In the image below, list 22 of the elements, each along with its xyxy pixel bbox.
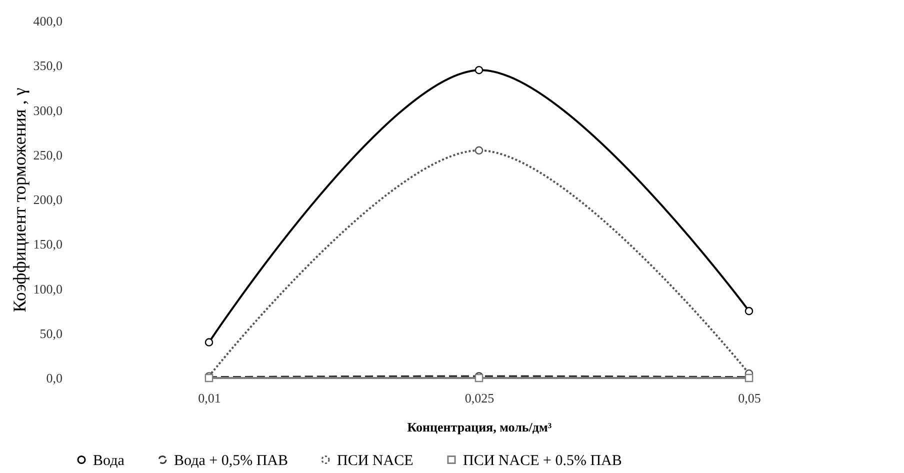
x-tick-label: 0,05: [738, 390, 761, 406]
legend-label: ПСИ NACE + 0.5% ПАВ: [463, 452, 622, 469]
x-axis-title: Концентрация, моль/дм³: [407, 420, 552, 434]
y-tick-label: 0,0: [46, 370, 62, 386]
y-axis-title: Коэффициент торможения , γ: [9, 88, 30, 312]
point: [204, 338, 214, 346]
y-tick-label: 50,0: [40, 326, 62, 341]
point: [474, 66, 484, 74]
legend-label: ПСИ NACE: [337, 452, 414, 469]
y-tick-label: 150,0: [33, 236, 62, 252]
point: [744, 306, 754, 316]
x-tick-label: 0,01: [198, 390, 221, 406]
y-tick-label: 350,0: [33, 58, 62, 74]
x-tick-label: 0,025: [464, 390, 494, 406]
y-tick-label: 100,0: [33, 281, 62, 296]
legend-label: Вода + 0,5% ПАВ: [174, 452, 288, 469]
y-tick-label: 250,0: [33, 147, 62, 162]
y-tick-label: 400,0: [33, 14, 62, 28]
point: [474, 146, 484, 155]
legend-label: Вода: [93, 452, 125, 469]
y-tick-label: 300,0: [33, 102, 62, 118]
y-tick-label: 200,0: [33, 192, 62, 207]
